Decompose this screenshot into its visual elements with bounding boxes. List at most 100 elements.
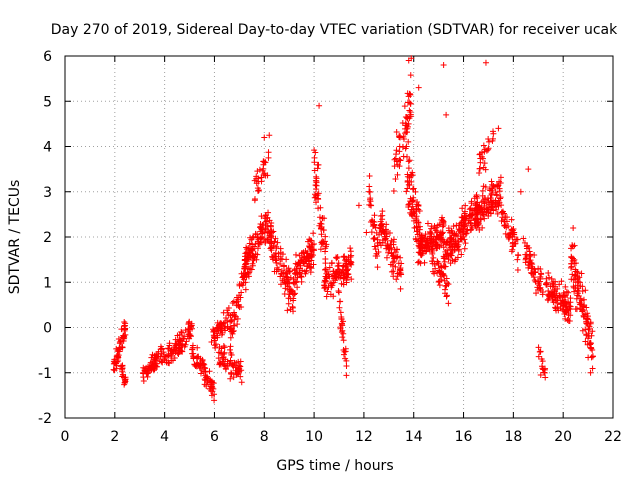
data-point [406, 107, 413, 114]
data-point [408, 55, 415, 62]
data-point [445, 225, 452, 232]
data-point [479, 212, 486, 219]
data-point [435, 260, 442, 267]
data-point [315, 161, 322, 168]
data-point [459, 231, 466, 238]
data-point [495, 125, 502, 132]
data-point [471, 195, 478, 202]
data-point [528, 270, 535, 277]
data-point [218, 331, 225, 338]
data-point [467, 219, 474, 226]
data-point [410, 197, 417, 204]
data-point [494, 210, 501, 217]
data-point [483, 199, 490, 206]
data-point [416, 207, 423, 214]
data-point [501, 222, 508, 229]
data-point [328, 259, 335, 266]
data-point [265, 149, 272, 156]
data-point [224, 307, 231, 314]
data-point [391, 253, 398, 260]
data-point [400, 135, 407, 142]
data-point [117, 345, 124, 352]
data-point [221, 360, 228, 367]
data-point [572, 260, 579, 267]
data-point [310, 241, 317, 248]
data-point [552, 297, 559, 304]
data-point [313, 173, 320, 180]
data-point [330, 293, 337, 300]
data-point [267, 245, 274, 252]
data-point [212, 341, 219, 348]
data-point [379, 239, 386, 246]
data-point [529, 265, 536, 272]
data-point [408, 178, 415, 185]
data-point [468, 198, 475, 205]
data-point [367, 202, 374, 209]
data-point [279, 251, 286, 258]
data-point [478, 149, 485, 156]
data-point [582, 287, 589, 294]
data-point [207, 377, 214, 384]
data-point [317, 220, 324, 227]
data-point [250, 257, 257, 264]
data-point [489, 135, 496, 142]
data-point [292, 260, 299, 267]
data-point [447, 237, 454, 244]
data-point [510, 226, 517, 233]
data-point [181, 343, 188, 350]
data-point [388, 237, 395, 244]
x-tick-label: 4 [160, 429, 169, 445]
data-point [459, 225, 466, 232]
data-point [520, 235, 527, 242]
data-point [341, 254, 348, 261]
data-point [266, 132, 273, 139]
data-point [120, 337, 127, 344]
data-point [588, 332, 595, 339]
data-point [316, 214, 323, 221]
data-point [238, 379, 245, 386]
data-point [430, 236, 437, 243]
data-point [451, 246, 458, 253]
data-point [315, 205, 322, 212]
data-point [372, 246, 379, 253]
data-point [187, 332, 194, 339]
data-point [298, 250, 305, 257]
data-point [443, 111, 450, 118]
x-tick-label: 14 [405, 429, 423, 445]
data-point [492, 189, 499, 196]
data-point [367, 189, 374, 196]
data-point [473, 191, 480, 198]
data-point [397, 266, 404, 273]
data-point [338, 321, 345, 328]
data-point [445, 300, 452, 307]
data-point [340, 351, 347, 358]
data-point [227, 343, 234, 350]
data-point [473, 216, 480, 223]
data-point [368, 229, 375, 236]
data-point [583, 319, 590, 326]
data-point [258, 225, 265, 232]
data-point [298, 274, 305, 281]
data-point [275, 266, 282, 273]
data-point [537, 348, 544, 355]
data-point [576, 279, 583, 286]
data-point [404, 185, 411, 192]
data-point [321, 284, 328, 291]
data-point [236, 365, 243, 372]
data-point [253, 180, 260, 187]
data-point [388, 268, 395, 275]
data-point [396, 269, 403, 276]
data-point [461, 245, 468, 252]
data-point [186, 326, 193, 333]
data-point [560, 290, 567, 297]
data-point [321, 279, 328, 286]
data-point [208, 392, 215, 399]
data-point [543, 275, 550, 282]
data-point [422, 248, 429, 255]
data-point [286, 268, 293, 275]
data-point [569, 242, 576, 249]
data-point [584, 316, 591, 323]
data-point [322, 260, 329, 267]
data-point [579, 327, 586, 334]
